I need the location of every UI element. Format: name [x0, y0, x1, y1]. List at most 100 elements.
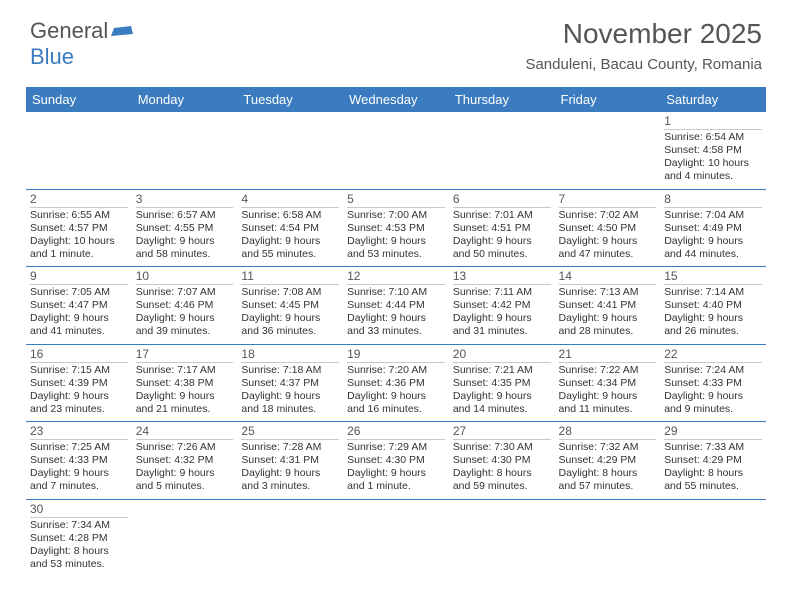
day-info-line: Sunset: 4:29 PM: [664, 454, 762, 467]
day-number: 1: [664, 114, 762, 130]
day-info-line: Daylight: 9 hours: [241, 235, 339, 248]
day-info-line: Sunrise: 7:20 AM: [347, 364, 445, 377]
day-info-line: and 16 minutes.: [347, 403, 445, 416]
calendar-day-cell: 11Sunrise: 7:08 AMSunset: 4:45 PMDayligh…: [237, 267, 343, 345]
day-info-line: Sunset: 4:40 PM: [664, 299, 762, 312]
day-number: 22: [664, 347, 762, 363]
calendar-day-cell: 13Sunrise: 7:11 AMSunset: 4:42 PMDayligh…: [449, 267, 555, 345]
day-info-line: Sunset: 4:33 PM: [664, 377, 762, 390]
day-number: 21: [559, 347, 657, 363]
calendar-day-cell: [26, 112, 132, 189]
day-info-line: Sunrise: 7:29 AM: [347, 441, 445, 454]
day-info-line: and 39 minutes.: [136, 325, 234, 338]
day-info-line: and 23 minutes.: [30, 403, 128, 416]
day-number: 15: [664, 269, 762, 285]
day-number: 24: [136, 424, 234, 440]
calendar-day-cell: 9Sunrise: 7:05 AMSunset: 4:47 PMDaylight…: [26, 267, 132, 345]
day-info-line: Daylight: 9 hours: [347, 235, 445, 248]
day-info-line: Daylight: 9 hours: [453, 235, 551, 248]
calendar-body: 1Sunrise: 6:54 AMSunset: 4:58 PMDaylight…: [26, 112, 766, 576]
day-number: 3: [136, 192, 234, 208]
calendar-day-cell: 25Sunrise: 7:28 AMSunset: 4:31 PMDayligh…: [237, 422, 343, 500]
day-info-line: Sunset: 4:33 PM: [30, 454, 128, 467]
weekday-header: Monday: [132, 87, 238, 112]
day-info-line: Sunrise: 7:01 AM: [453, 209, 551, 222]
day-number: 26: [347, 424, 445, 440]
day-info-line: Daylight: 8 hours: [664, 467, 762, 480]
day-info-line: Daylight: 9 hours: [347, 312, 445, 325]
day-number: 27: [453, 424, 551, 440]
calendar-day-cell: 15Sunrise: 7:14 AMSunset: 4:40 PMDayligh…: [660, 267, 766, 345]
calendar-day-cell: 19Sunrise: 7:20 AMSunset: 4:36 PMDayligh…: [343, 344, 449, 422]
day-info-line: Sunset: 4:45 PM: [241, 299, 339, 312]
day-info-line: Sunset: 4:31 PM: [241, 454, 339, 467]
page-title: November 2025: [525, 18, 762, 50]
day-number: 29: [664, 424, 762, 440]
calendar-day-cell: 3Sunrise: 6:57 AMSunset: 4:55 PMDaylight…: [132, 189, 238, 267]
calendar-week-row: 16Sunrise: 7:15 AMSunset: 4:39 PMDayligh…: [26, 344, 766, 422]
day-info-line: and 41 minutes.: [30, 325, 128, 338]
day-info-line: and 4 minutes.: [664, 170, 762, 183]
calendar-day-cell: 21Sunrise: 7:22 AMSunset: 4:34 PMDayligh…: [555, 344, 661, 422]
day-info-line: Daylight: 9 hours: [664, 390, 762, 403]
day-info-line: and 50 minutes.: [453, 248, 551, 261]
day-info-line: Sunrise: 7:00 AM: [347, 209, 445, 222]
calendar-day-cell: 8Sunrise: 7:04 AMSunset: 4:49 PMDaylight…: [660, 189, 766, 267]
calendar-week-row: 23Sunrise: 7:25 AMSunset: 4:33 PMDayligh…: [26, 422, 766, 500]
day-info-line: Sunset: 4:28 PM: [30, 532, 128, 545]
calendar-day-cell: [343, 499, 449, 576]
day-info-line: Sunrise: 7:02 AM: [559, 209, 657, 222]
day-info-line: Sunrise: 7:07 AM: [136, 286, 234, 299]
day-info-line: and 55 minutes.: [241, 248, 339, 261]
calendar-day-cell: 18Sunrise: 7:18 AMSunset: 4:37 PMDayligh…: [237, 344, 343, 422]
day-info-line: Daylight: 9 hours: [559, 390, 657, 403]
day-number: 28: [559, 424, 657, 440]
day-info-line: Sunset: 4:55 PM: [136, 222, 234, 235]
day-number: 5: [347, 192, 445, 208]
weekday-header: Wednesday: [343, 87, 449, 112]
calendar-day-cell: 16Sunrise: 7:15 AMSunset: 4:39 PMDayligh…: [26, 344, 132, 422]
weekday-header: Sunday: [26, 87, 132, 112]
day-info-line: and 11 minutes.: [559, 403, 657, 416]
calendar-day-cell: 1Sunrise: 6:54 AMSunset: 4:58 PMDaylight…: [660, 112, 766, 189]
title-block: November 2025 Sanduleni, Bacau County, R…: [525, 18, 762, 73]
day-number: 30: [30, 502, 128, 518]
weekday-header: Tuesday: [237, 87, 343, 112]
day-info-line: Sunrise: 7:18 AM: [241, 364, 339, 377]
calendar-day-cell: 28Sunrise: 7:32 AMSunset: 4:29 PMDayligh…: [555, 422, 661, 500]
day-info-line: and 7 minutes.: [30, 480, 128, 493]
day-info-line: Daylight: 8 hours: [559, 467, 657, 480]
day-info-line: Daylight: 9 hours: [136, 467, 234, 480]
day-number: 25: [241, 424, 339, 440]
day-info-line: and 53 minutes.: [30, 558, 128, 571]
weekday-header: Thursday: [449, 87, 555, 112]
day-info-line: Daylight: 10 hours: [30, 235, 128, 248]
logo-text-1: General: [30, 18, 108, 44]
day-number: 2: [30, 192, 128, 208]
day-info-line: Sunrise: 7:22 AM: [559, 364, 657, 377]
day-info-line: Sunrise: 7:34 AM: [30, 519, 128, 532]
calendar-week-row: 30Sunrise: 7:34 AMSunset: 4:28 PMDayligh…: [26, 499, 766, 576]
day-info-line: Daylight: 9 hours: [30, 390, 128, 403]
day-info-line: Daylight: 9 hours: [664, 235, 762, 248]
day-info-line: and 5 minutes.: [136, 480, 234, 493]
calendar-day-cell: 30Sunrise: 7:34 AMSunset: 4:28 PMDayligh…: [26, 499, 132, 576]
day-info-line: Sunset: 4:50 PM: [559, 222, 657, 235]
day-info-line: Sunrise: 7:04 AM: [664, 209, 762, 222]
day-info-line: Sunset: 4:34 PM: [559, 377, 657, 390]
calendar-header-row: SundayMondayTuesdayWednesdayThursdayFrid…: [26, 87, 766, 112]
calendar-day-cell: 23Sunrise: 7:25 AMSunset: 4:33 PMDayligh…: [26, 422, 132, 500]
weekday-header: Saturday: [660, 87, 766, 112]
day-number: 7: [559, 192, 657, 208]
day-number: 17: [136, 347, 234, 363]
day-info-line: Sunrise: 7:33 AM: [664, 441, 762, 454]
day-number: 11: [241, 269, 339, 285]
day-number: 12: [347, 269, 445, 285]
calendar-day-cell: 6Sunrise: 7:01 AMSunset: 4:51 PMDaylight…: [449, 189, 555, 267]
calendar-day-cell: 24Sunrise: 7:26 AMSunset: 4:32 PMDayligh…: [132, 422, 238, 500]
day-number: 16: [30, 347, 128, 363]
day-info-line: Sunset: 4:38 PM: [136, 377, 234, 390]
calendar-day-cell: [555, 499, 661, 576]
day-number: 10: [136, 269, 234, 285]
day-info-line: Daylight: 9 hours: [30, 312, 128, 325]
